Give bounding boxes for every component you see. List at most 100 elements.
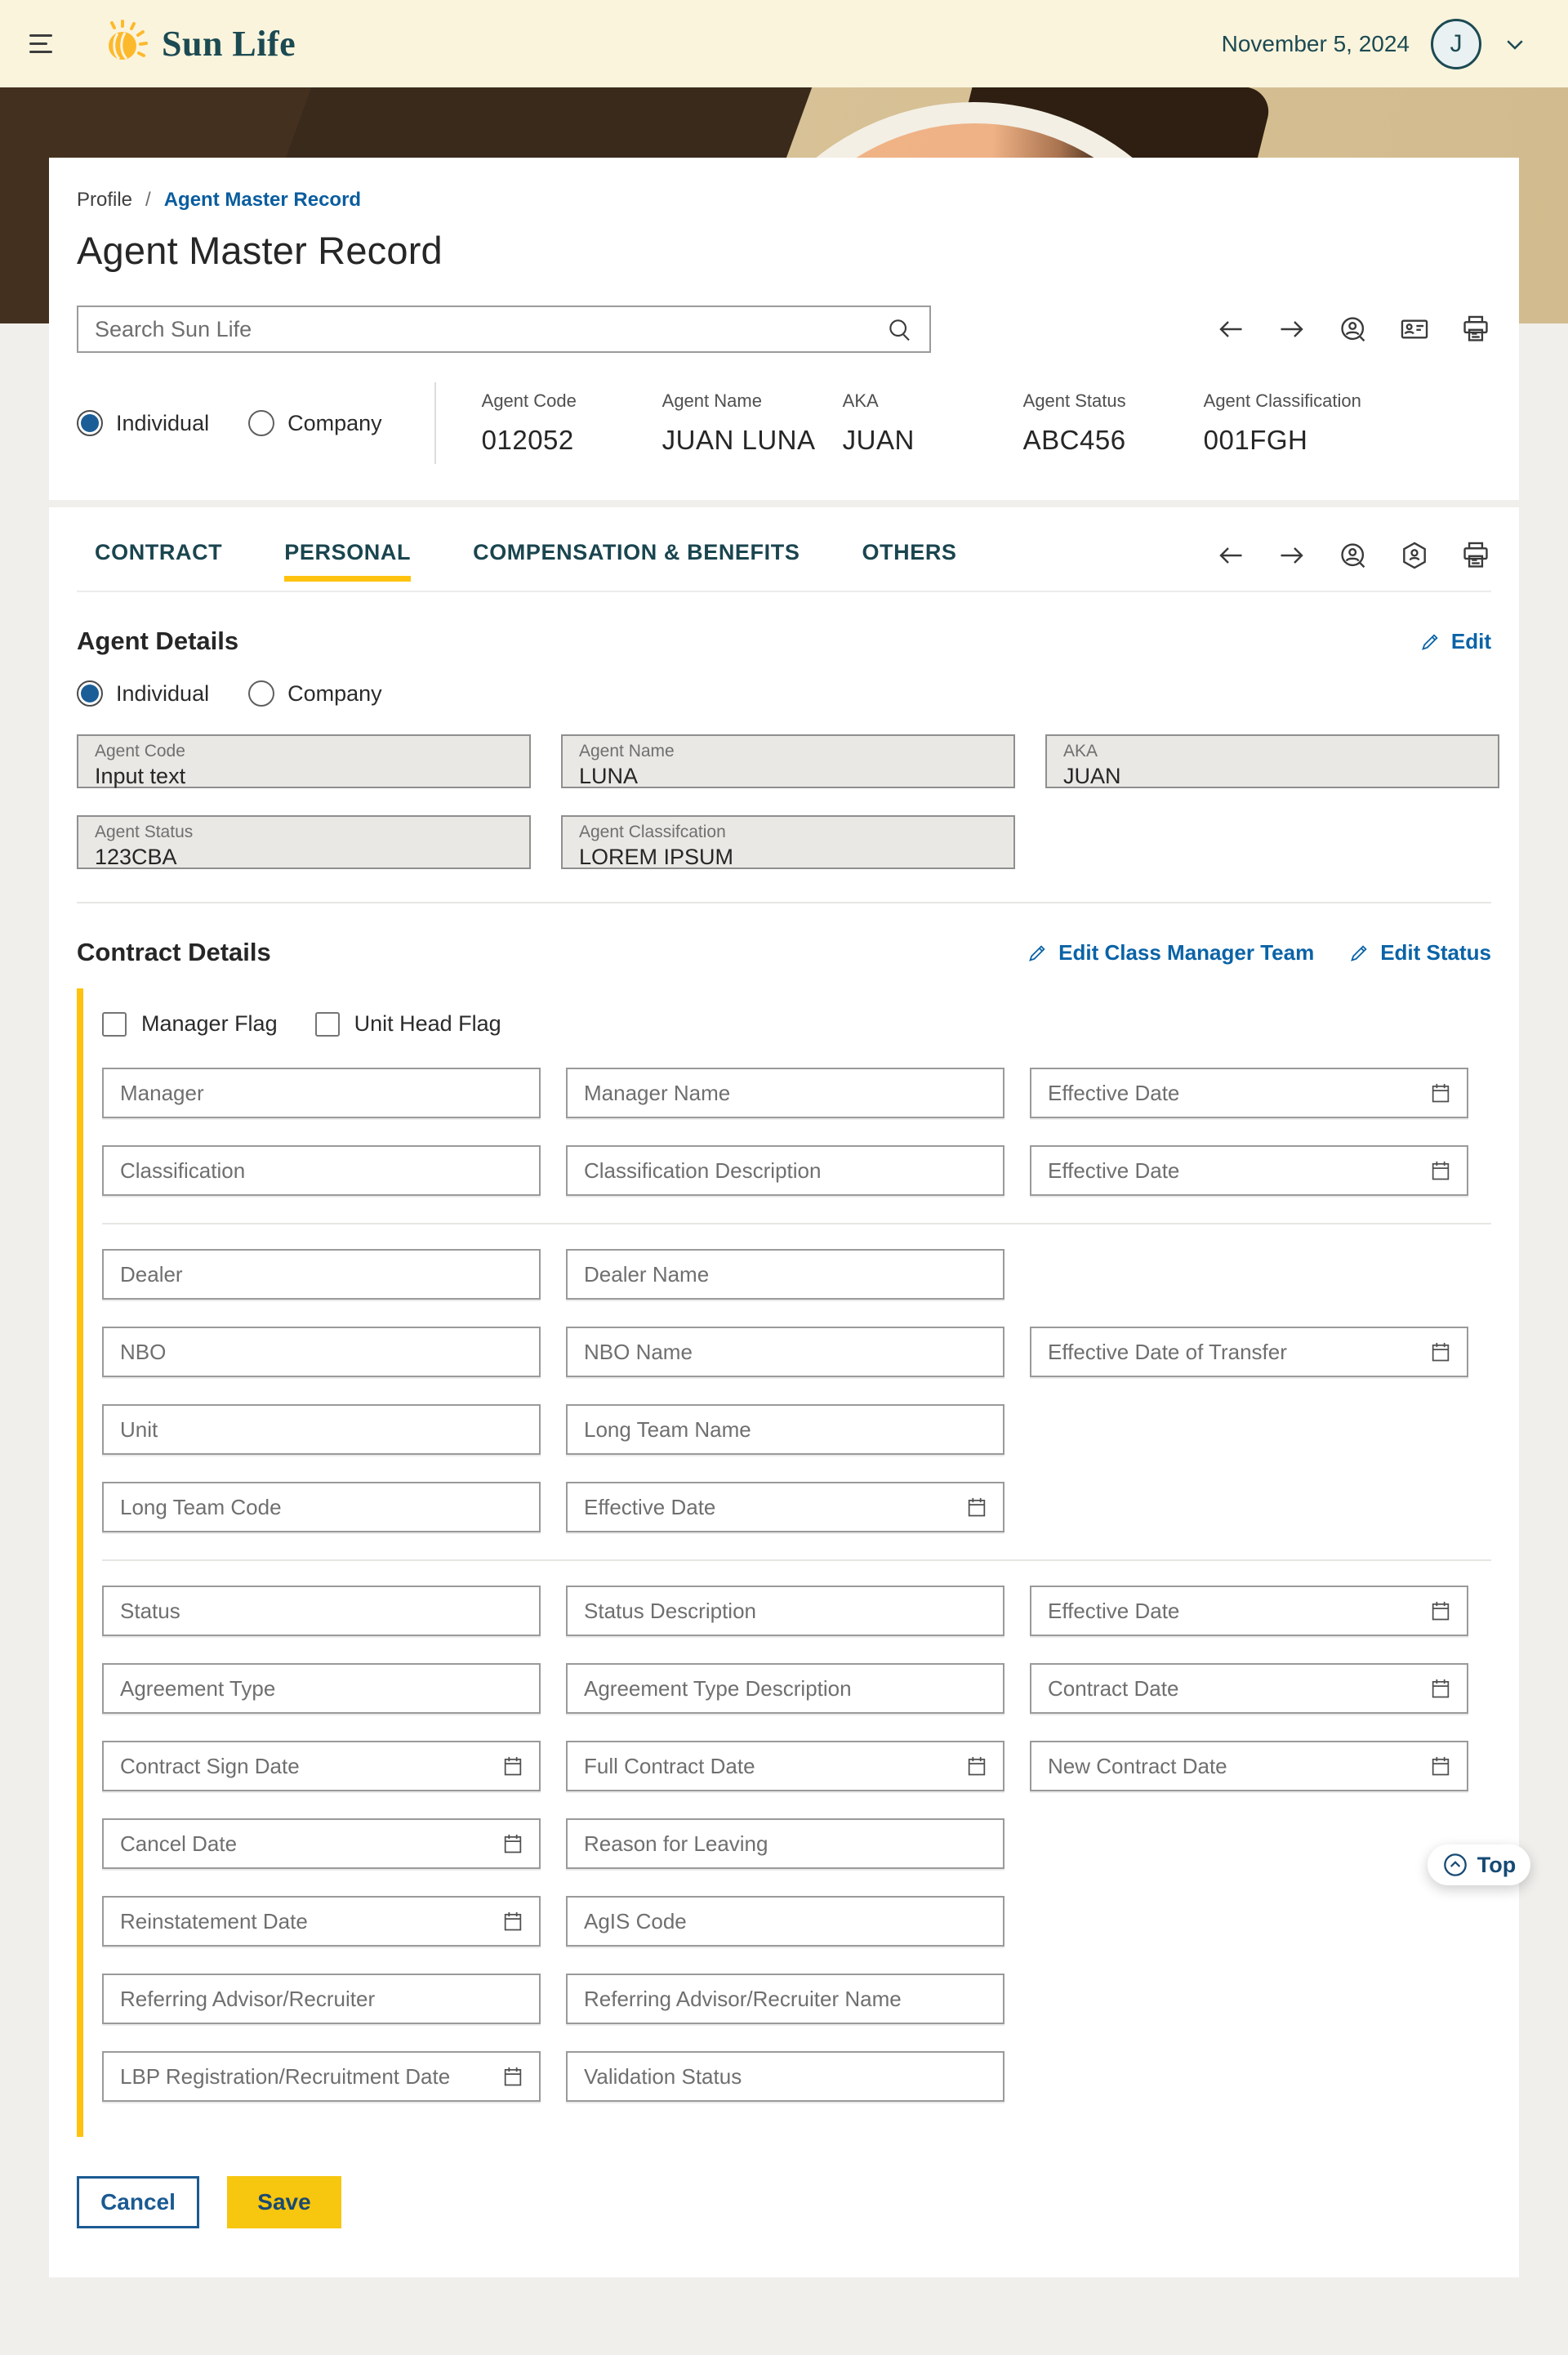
radio-option-individual[interactable]: Individual [77, 680, 209, 707]
input-agreement-type-description[interactable]: Agreement Type Description [566, 1663, 1004, 1714]
input-classification[interactable]: Classification [102, 1145, 541, 1196]
breadcrumb-profile[interactable]: Profile [77, 189, 133, 211]
checkbox-unit-head-flag[interactable]: Unit Head Flag [314, 1011, 501, 1037]
input-reason-for-leaving[interactable]: Reason for Leaving [566, 1818, 1004, 1869]
input-new-contract-date[interactable]: New Contract Date [1030, 1741, 1468, 1791]
input-contract-date[interactable]: Contract Date [1030, 1663, 1468, 1714]
input-placeholder: Referring Advisor/Recruiter Name [584, 1986, 902, 2011]
input-long-team-name[interactable]: Long Team Name [566, 1404, 1004, 1455]
edit-agent-details-link[interactable]: Edit [1419, 629, 1491, 654]
field-label: AKA [1063, 742, 1098, 760]
input-manager-name[interactable]: Manager Name [566, 1068, 1004, 1118]
input-referring-advisor-recruiter-name[interactable]: Referring Advisor/Recruiter Name [566, 1974, 1004, 2024]
input-effective-date[interactable]: Effective Date [566, 1482, 1004, 1532]
calendar-icon[interactable] [501, 1909, 524, 1934]
input-nbo-name[interactable]: NBO Name [566, 1327, 1004, 1377]
input-status-description[interactable]: Status Description [566, 1586, 1004, 1636]
arrow-left-icon[interactable] [1215, 540, 1246, 571]
arrow-left-icon[interactable] [1215, 314, 1246, 345]
input-full-contract-date[interactable]: Full Contract Date [566, 1741, 1004, 1791]
agent-detail-field[interactable]: AKA JUAN [1045, 734, 1499, 788]
input-validation-status[interactable]: Validation Status [566, 2051, 1004, 2102]
agent-detail-field[interactable]: Agent Code Input text [77, 734, 531, 788]
id-card-icon[interactable] [1399, 314, 1430, 345]
calendar-icon[interactable] [965, 1495, 988, 1519]
tab-others[interactable]: OTHERS [862, 540, 957, 564]
summary-field-label: Agent Code [481, 390, 577, 411]
input-long-team-code[interactable]: Long Team Code [102, 1482, 541, 1532]
menu-icon[interactable] [29, 28, 62, 60]
agent-search-icon[interactable] [1338, 314, 1369, 345]
input-effective-date[interactable]: Effective Date [1030, 1068, 1468, 1118]
agent-badge-icon[interactable] [1399, 540, 1430, 571]
summary-field: Agent Name JUAN LUNA [662, 390, 843, 456]
input-reinstatement-date[interactable]: Reinstatement Date [102, 1896, 541, 1947]
calendar-icon[interactable] [1429, 1081, 1452, 1105]
cancel-button[interactable]: Cancel [77, 2176, 199, 2228]
calendar-icon[interactable] [501, 2064, 524, 2089]
save-button[interactable]: Save [227, 2176, 341, 2228]
calendar-icon[interactable] [965, 1754, 988, 1778]
radio-option-individual[interactable]: Individual [77, 410, 209, 436]
edit-class-manager-team-link[interactable]: Edit Class Manager Team [1027, 940, 1314, 966]
input-dealer-name[interactable]: Dealer Name [566, 1249, 1004, 1300]
edit-status-link[interactable]: Edit Status [1348, 940, 1491, 966]
calendar-icon[interactable] [501, 1754, 524, 1778]
field-label: Agent Status [95, 823, 194, 841]
radio-circle[interactable] [248, 410, 275, 436]
input-effective-date[interactable]: Effective Date [1030, 1586, 1468, 1636]
calendar-icon[interactable] [1429, 1340, 1452, 1364]
input-lbp-registration-recruitment-date[interactable]: LBP Registration/Recruitment Date [102, 2051, 541, 2102]
radio-option-company[interactable]: Company [248, 410, 382, 436]
arrow-right-icon[interactable] [1276, 314, 1307, 345]
field-row: Referring Advisor/Recruiter Referring Adv… [102, 1974, 1491, 2024]
input-placeholder: Reason for Leaving [584, 1831, 768, 1856]
input-contract-sign-date[interactable]: Contract Sign Date [102, 1741, 541, 1791]
input-effective-date-of-transfer[interactable]: Effective Date of Transfer [1030, 1327, 1468, 1377]
input-dealer[interactable]: Dealer [102, 1249, 541, 1300]
radio-circle[interactable] [77, 680, 103, 707]
arrow-right-icon[interactable] [1276, 540, 1307, 571]
agent-detail-field[interactable]: Agent Name LUNA [561, 734, 1015, 788]
search-icon[interactable] [884, 314, 915, 345]
back-to-top-button[interactable]: Top [1428, 1844, 1530, 1885]
input-manager[interactable]: Manager [102, 1068, 541, 1118]
input-effective-date[interactable]: Effective Date [1030, 1145, 1468, 1196]
checkbox-manager-flag[interactable]: Manager Flag [102, 1011, 278, 1037]
input-cancel-date[interactable]: Cancel Date [102, 1818, 541, 1869]
tab-contract[interactable]: CONTRACT [95, 540, 223, 564]
chevron-down-icon[interactable] [1503, 32, 1527, 56]
agent-search-icon[interactable] [1338, 540, 1369, 571]
search-input[interactable] [95, 316, 884, 342]
calendar-icon[interactable] [1429, 1676, 1452, 1701]
printer-icon[interactable] [1460, 540, 1491, 571]
calendar-icon[interactable] [1429, 1754, 1452, 1778]
input-status[interactable]: Status [102, 1586, 541, 1636]
avatar[interactable]: J [1431, 18, 1481, 69]
input-agreement-type[interactable]: Agreement Type [102, 1663, 541, 1714]
checkbox-box[interactable] [314, 1011, 340, 1037]
calendar-icon[interactable] [1429, 1599, 1452, 1623]
agent-detail-field[interactable]: Agent Status 123CBA [77, 815, 531, 869]
input-unit[interactable]: Unit [102, 1404, 541, 1455]
input-classification-description[interactable]: Classification Description [566, 1145, 1004, 1196]
input-placeholder: New Contract Date [1048, 1753, 1227, 1778]
sun-icon [109, 19, 148, 60]
radio-option-company[interactable]: Company [248, 680, 382, 707]
tab-personal[interactable]: PERSONAL [284, 540, 411, 582]
printer-icon[interactable] [1460, 314, 1491, 345]
input-placeholder: Effective Date [1048, 1157, 1180, 1183]
checkbox-box[interactable] [102, 1011, 127, 1037]
field-label: Agent Code [95, 742, 185, 760]
input-agis-code[interactable]: AgIS Code [566, 1896, 1004, 1947]
input-referring-advisor-recruiter[interactable]: Referring Advisor/Recruiter [102, 1974, 541, 2024]
checkbox-label: Unit Head Flag [354, 1011, 501, 1036]
calendar-icon[interactable] [501, 1831, 524, 1856]
radio-circle[interactable] [248, 680, 275, 707]
agent-detail-field[interactable]: Agent Classifcation LOREM IPSUM [561, 815, 1015, 869]
calendar-icon[interactable] [1429, 1158, 1452, 1183]
field-value: LUNA [579, 764, 639, 788]
input-nbo[interactable]: NBO [102, 1327, 541, 1377]
tab-compensation-benefits[interactable]: COMPENSATION & BENEFITS [473, 540, 800, 564]
radio-circle[interactable] [77, 410, 103, 436]
